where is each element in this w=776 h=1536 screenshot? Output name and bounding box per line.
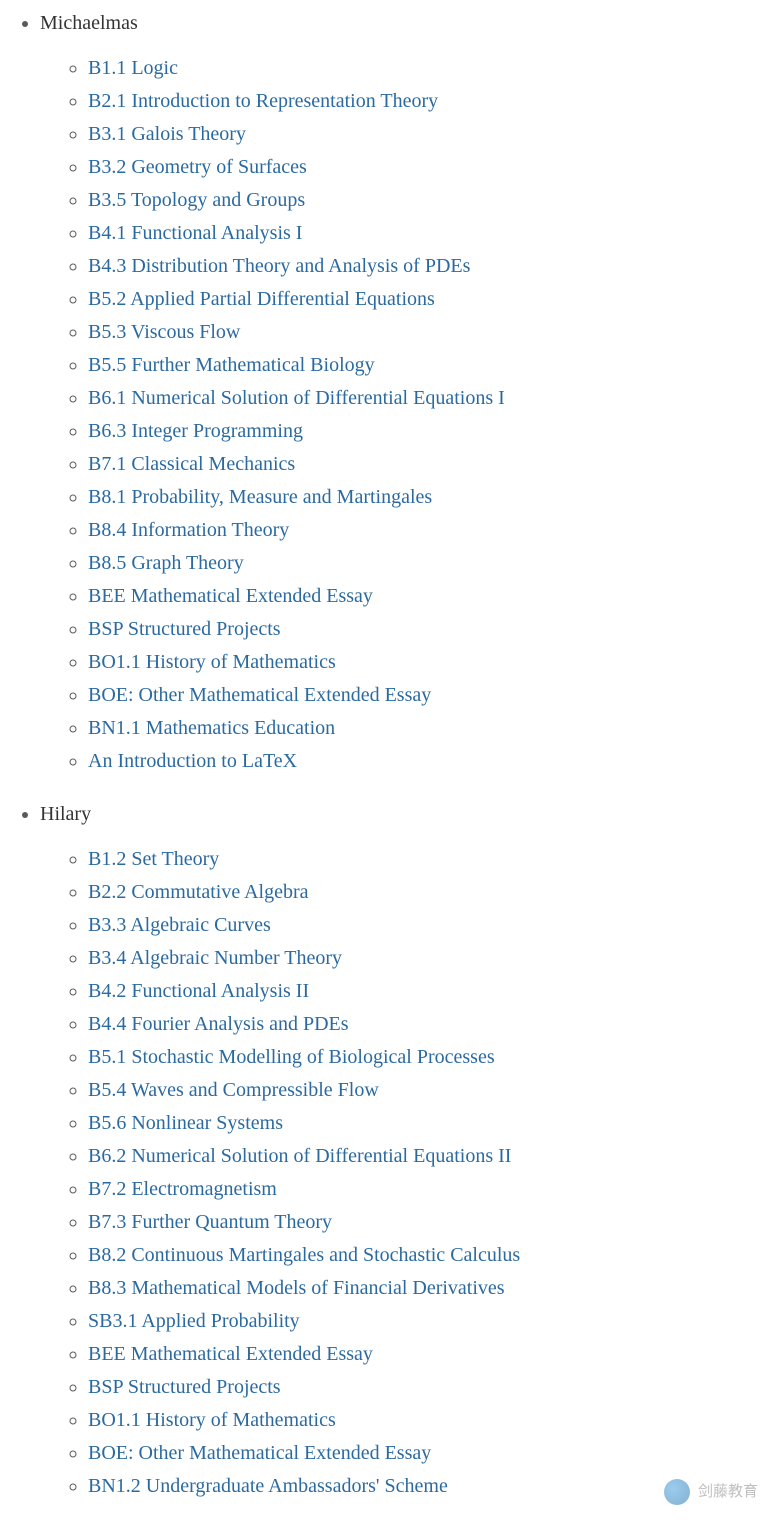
course-link[interactable]: B5.5 Further Mathematical Biology (88, 354, 375, 376)
course-item: B8.3 Mathematical Models of Financial De… (88, 1273, 776, 1304)
course-item: BO1.1 History of Mathematics (88, 647, 776, 678)
course-link[interactable]: B7.3 Further Quantum Theory (88, 1211, 332, 1233)
course-list: B1.2 Set Theory B2.2 Commutative Algebra B… (40, 844, 776, 1502)
course-item: B5.4 Waves and Compressible Flow (88, 1075, 776, 1106)
course-item: B1.2 Set Theory (88, 844, 776, 875)
course-link[interactable]: B1.2 Set Theory (88, 848, 219, 870)
course-list: B1.1 Logic B2.1 Introduction to Represent… (40, 53, 776, 777)
course-item: BO1.1 History of Mathematics (88, 1405, 776, 1436)
course-link[interactable]: B7.1 Classical Mechanics (88, 453, 295, 475)
course-link[interactable]: B5.4 Waves and Compressible Flow (88, 1079, 379, 1101)
course-link[interactable]: B3.2 Geometry of Surfaces (88, 156, 307, 178)
course-link[interactable]: B3.3 Algebraic Curves (88, 914, 271, 936)
course-link[interactable]: B8.3 Mathematical Models of Financial De… (88, 1277, 505, 1299)
watermark: 剑藤教育 (664, 1479, 758, 1505)
course-item: B7.2 Electromagnetism (88, 1174, 776, 1205)
course-item: B4.3 Distribution Theory and Analysis of… (88, 251, 776, 282)
course-link[interactable]: B5.6 Nonlinear Systems (88, 1112, 283, 1134)
course-item: B5.5 Further Mathematical Biology (88, 350, 776, 381)
course-item: B5.2 Applied Partial Differential Equati… (88, 284, 776, 315)
course-link[interactable]: B4.3 Distribution Theory and Analysis of… (88, 255, 470, 277)
course-item: B3.5 Topology and Groups (88, 185, 776, 216)
course-link[interactable]: B2.1 Introduction to Representation Theo… (88, 90, 438, 112)
course-item: B8.1 Probability, Measure and Martingale… (88, 482, 776, 513)
course-link[interactable]: B4.1 Functional Analysis I (88, 222, 302, 244)
course-link[interactable]: B5.3 Viscous Flow (88, 321, 240, 343)
course-item: B7.1 Classical Mechanics (88, 449, 776, 480)
course-item: BSP Structured Projects (88, 1372, 776, 1403)
course-link[interactable]: BN1.1 Mathematics Education (88, 717, 335, 739)
course-item: BOE: Other Mathematical Extended Essay (88, 680, 776, 711)
course-item: BSP Structured Projects (88, 614, 776, 645)
course-link[interactable]: BOE: Other Mathematical Extended Essay (88, 684, 431, 706)
course-item: B7.3 Further Quantum Theory (88, 1207, 776, 1238)
course-link[interactable]: B4.2 Functional Analysis II (88, 980, 309, 1002)
course-link[interactable]: B5.1 Stochastic Modelling of Biological … (88, 1046, 495, 1068)
term-item: Michaelmas B1.1 Logic B2.1 Introduction to… (40, 8, 776, 777)
course-link[interactable]: BOE: Other Mathematical Extended Essay (88, 1442, 431, 1464)
term-label: Hilary (40, 803, 91, 825)
course-item: B8.2 Continuous Martingales and Stochast… (88, 1240, 776, 1271)
course-item: B3.1 Galois Theory (88, 119, 776, 150)
course-item: B8.4 Information Theory (88, 515, 776, 546)
term-item: Hilary B1.2 Set Theory B2.2 Commutative Al… (40, 799, 776, 1502)
course-link[interactable]: BEE Mathematical Extended Essay (88, 585, 373, 607)
course-item: B3.3 Algebraic Curves (88, 910, 776, 941)
course-link[interactable]: B3.5 Topology and Groups (88, 189, 305, 211)
course-link[interactable]: B1.1 Logic (88, 57, 178, 79)
course-link[interactable]: B4.4 Fourier Analysis and PDEs (88, 1013, 349, 1035)
course-link[interactable]: BN1.2 Undergraduate Ambassadors' Scheme (88, 1475, 448, 1497)
course-link[interactable]: B8.4 Information Theory (88, 519, 289, 541)
course-item: B3.4 Algebraic Number Theory (88, 943, 776, 974)
course-link[interactable]: BEE Mathematical Extended Essay (88, 1343, 373, 1365)
course-item: B6.1 Numerical Solution of Differential … (88, 383, 776, 414)
course-item: BN1.1 Mathematics Education (88, 713, 776, 744)
course-item: B6.2 Numerical Solution of Differential … (88, 1141, 776, 1172)
course-item: B4.4 Fourier Analysis and PDEs (88, 1009, 776, 1040)
course-item: SB3.1 Applied Probability (88, 1306, 776, 1337)
course-item: B2.2 Commutative Algebra (88, 877, 776, 908)
course-item: B3.2 Geometry of Surfaces (88, 152, 776, 183)
course-link[interactable]: BO1.1 History of Mathematics (88, 1409, 336, 1431)
course-item: BEE Mathematical Extended Essay (88, 581, 776, 612)
course-item: An Introduction to LaTeX (88, 746, 776, 777)
course-item: B4.1 Functional Analysis I (88, 218, 776, 249)
course-link[interactable]: B5.2 Applied Partial Differential Equati… (88, 288, 435, 310)
course-link[interactable]: B6.3 Integer Programming (88, 420, 303, 442)
course-item: B8.5 Graph Theory (88, 548, 776, 579)
course-link[interactable]: B8.2 Continuous Martingales and Stochast… (88, 1244, 520, 1266)
course-link[interactable]: B8.5 Graph Theory (88, 552, 244, 574)
course-link[interactable]: SB3.1 Applied Probability (88, 1310, 300, 1332)
course-item: B2.1 Introduction to Representation Theo… (88, 86, 776, 117)
course-link[interactable]: B7.2 Electromagnetism (88, 1178, 277, 1200)
course-item: B4.2 Functional Analysis II (88, 976, 776, 1007)
course-link[interactable]: B3.1 Galois Theory (88, 123, 246, 145)
term-list: Michaelmas B1.1 Logic B2.1 Introduction to… (0, 0, 776, 1536)
watermark-text: 剑藤教育 (698, 1480, 758, 1503)
course-item: B5.3 Viscous Flow (88, 317, 776, 348)
watermark-icon (664, 1479, 690, 1505)
course-link[interactable]: BSP Structured Projects (88, 618, 281, 640)
term-label: Michaelmas (40, 12, 138, 34)
course-link[interactable]: B2.2 Commutative Algebra (88, 881, 309, 903)
course-link[interactable]: B8.1 Probability, Measure and Martingale… (88, 486, 432, 508)
course-link[interactable]: BSP Structured Projects (88, 1376, 281, 1398)
course-link[interactable]: An Introduction to LaTeX (88, 750, 297, 772)
course-link[interactable]: B3.4 Algebraic Number Theory (88, 947, 342, 969)
course-item: B5.1 Stochastic Modelling of Biological … (88, 1042, 776, 1073)
course-item: B1.1 Logic (88, 53, 776, 84)
course-item: BEE Mathematical Extended Essay (88, 1339, 776, 1370)
course-item: B5.6 Nonlinear Systems (88, 1108, 776, 1139)
course-item: B6.3 Integer Programming (88, 416, 776, 447)
course-link[interactable]: B6.2 Numerical Solution of Differential … (88, 1145, 511, 1167)
course-link[interactable]: B6.1 Numerical Solution of Differential … (88, 387, 505, 409)
course-item: BOE: Other Mathematical Extended Essay (88, 1438, 776, 1469)
course-link[interactable]: BO1.1 History of Mathematics (88, 651, 336, 673)
